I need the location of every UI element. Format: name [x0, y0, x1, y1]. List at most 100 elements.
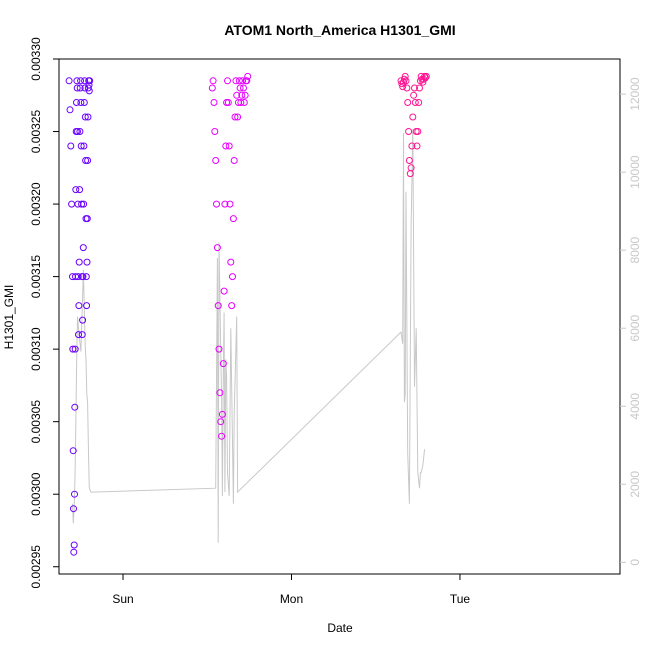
x-axis: Sun Mon Tue	[112, 574, 470, 606]
data-point-seg1	[70, 548, 78, 556]
data-point-seg2	[227, 258, 235, 266]
chart-title: ATOM1 North_America H1301_GMI	[224, 22, 455, 38]
data-point-seg2	[229, 273, 236, 281]
y-right-tick-label: 2000	[628, 471, 642, 498]
data-point-seg3	[414, 128, 422, 135]
data-point-seg3	[421, 74, 429, 82]
y-axis-right: 0 2000 4000 6000 8000 10000 12000	[620, 77, 642, 566]
data-point-seg2	[231, 113, 239, 121]
data-point-seg1	[72, 186, 80, 194]
data-point-seg1	[85, 87, 93, 95]
y-left-tick-label: 0.00300	[29, 472, 43, 516]
data-point-seg3	[405, 157, 413, 164]
data-point-seg1	[81, 113, 89, 121]
data-point-seg2	[224, 99, 232, 106]
y-axis-left: 0.00295 0.00300 0.00305 0.00310 0.00315 0.003…	[29, 37, 59, 588]
data-point-seg2	[222, 142, 230, 150]
y-left-tick-label: 0.00315	[29, 255, 43, 299]
data-point-seg1	[70, 541, 78, 549]
data-point-seg2	[232, 77, 240, 85]
data-point-seg1	[76, 84, 84, 92]
data-point-seg1	[84, 113, 92, 121]
data-point-seg1	[75, 302, 83, 310]
data-point-seg3	[413, 142, 421, 150]
data-point-seg1	[71, 403, 79, 411]
y-right-tick-label: 4000	[628, 393, 642, 420]
x-tick-label: Tue	[450, 592, 471, 606]
data-point-seg1	[77, 77, 85, 85]
data-point-seg1	[66, 106, 74, 114]
y-left-tick-label: 0.00305	[29, 400, 43, 444]
data-point-seg1	[79, 244, 87, 252]
data-point-seg1	[67, 142, 75, 150]
data-point-seg2	[244, 72, 252, 80]
data-point-seg3	[415, 99, 423, 106]
data-point-seg1	[75, 258, 83, 266]
data-point-seg1	[71, 345, 79, 353]
data-point-seg1	[77, 99, 85, 106]
data-point-seg3	[404, 99, 412, 106]
y-left-tick-label: 0.00325	[29, 110, 43, 154]
data-point-seg1	[84, 84, 92, 92]
data-point-seg2	[208, 84, 216, 92]
data-point-seg1	[73, 99, 80, 106]
data-point-seg1	[82, 157, 90, 164]
data-point-seg2	[212, 157, 220, 164]
data-point-seg1	[83, 302, 91, 310]
data-point-seg2	[218, 410, 226, 418]
data-point-seg1	[71, 490, 78, 498]
data-point-seg2	[240, 84, 247, 92]
data-point-seg1	[82, 273, 90, 281]
data-point-seg2	[213, 244, 221, 252]
data-point-seg1	[86, 77, 94, 85]
data-point-seg1	[75, 331, 82, 339]
data-point-seg3	[402, 77, 410, 85]
data-point-seg1	[70, 505, 77, 513]
data-point-seg2	[238, 91, 246, 99]
data-point-seg1	[83, 258, 91, 266]
right-axis-line-layer	[72, 129, 426, 543]
data-point-seg3	[399, 83, 407, 91]
data-point-seg2	[210, 99, 218, 106]
data-point-seg2	[240, 99, 248, 106]
y-right-tick-label: 0	[628, 559, 642, 566]
data-point-seg3	[409, 113, 417, 121]
data-point-seg2	[224, 77, 231, 85]
data-point-seg2	[243, 77, 251, 85]
data-point-seg2	[211, 128, 219, 135]
data-point-seg3	[407, 164, 415, 172]
data-point-seg2	[234, 113, 242, 121]
data-point-seg2	[220, 287, 228, 295]
data-point-seg3	[410, 91, 418, 99]
data-point-seg1	[74, 128, 81, 135]
data-point-seg1	[73, 84, 81, 92]
data-point-seg2	[214, 302, 222, 310]
data-point-seg2	[217, 418, 225, 426]
data-point-seg2	[218, 432, 226, 440]
y-left-tick-label: 0.00310	[29, 327, 43, 371]
data-point-seg3	[400, 75, 408, 83]
data-point-seg3	[408, 142, 416, 150]
data-point-seg1	[80, 99, 88, 106]
data-point-seg3	[416, 84, 423, 92]
data-point-seg2	[235, 77, 243, 85]
data-point-seg1	[73, 77, 81, 85]
data-point-seg1	[65, 77, 73, 85]
x-tick-label: Mon	[280, 592, 303, 606]
data-point-seg1	[78, 200, 86, 208]
data-point-seg3	[403, 84, 411, 92]
data-point-seg1	[84, 157, 92, 164]
y-right-tick-label: 10000	[628, 155, 642, 189]
plot-frame	[58, 58, 621, 575]
y-right-tick-label: 6000	[628, 315, 642, 342]
data-point-seg1	[69, 447, 77, 455]
data-point-seg2	[229, 215, 237, 223]
data-point-seg2	[237, 99, 245, 106]
data-point-seg1	[78, 331, 86, 339]
data-point-seg2	[226, 200, 234, 208]
y-left-tick-label: 0.00295	[29, 545, 43, 589]
data-point-seg1	[69, 345, 77, 353]
data-point-seg2	[209, 77, 217, 85]
data-point-seg1	[76, 186, 84, 194]
data-point-seg3	[411, 84, 418, 92]
